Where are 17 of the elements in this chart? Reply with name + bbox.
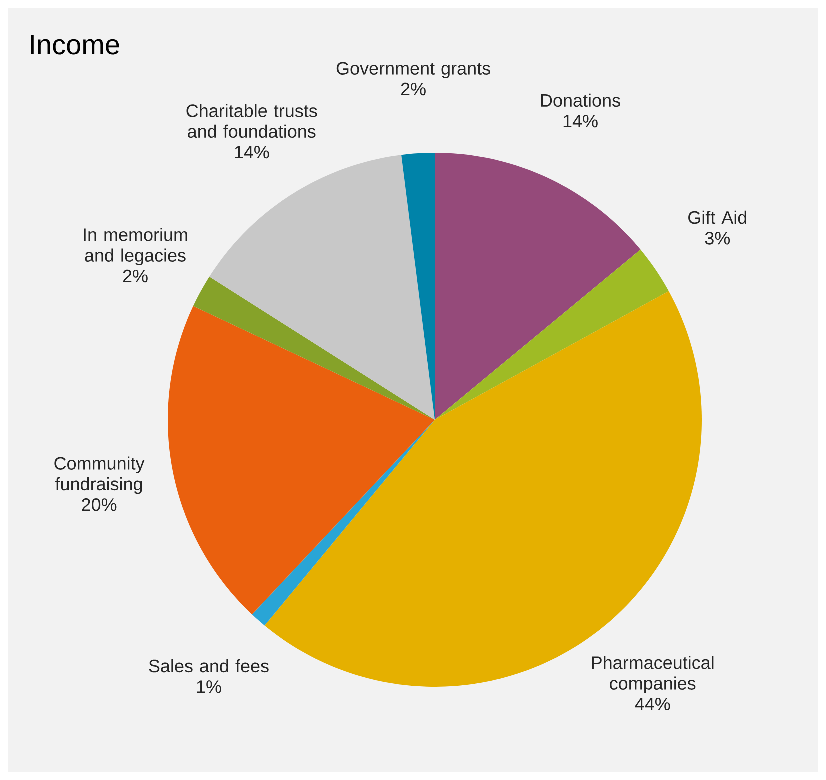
slice-label: Sales and fees: [149, 659, 269, 673]
data-label: 14%: [235, 146, 270, 159]
slice-label: Gift Aid: [688, 210, 747, 224]
slice-label: Government grants: [336, 62, 490, 79]
slice-label: Community fundraising: [54, 456, 145, 494]
slice-label: Donations: [541, 94, 620, 108]
data-label: 20%: [82, 498, 117, 512]
data-label: 2%: [123, 270, 148, 283]
chart-title: Income: [31, 35, 120, 55]
data-label: 14%: [564, 115, 598, 128]
slice-label: Pharmaceutical companies: [592, 656, 714, 694]
data-label: 3%: [705, 232, 730, 245]
data-label: 1%: [197, 680, 222, 694]
data-label: 44%: [635, 698, 670, 711]
slice-label: Charitable trusts and foundations: [186, 104, 318, 138]
slice-label: In memorium and legacies: [84, 228, 188, 266]
data-label: 2%: [401, 82, 426, 96]
